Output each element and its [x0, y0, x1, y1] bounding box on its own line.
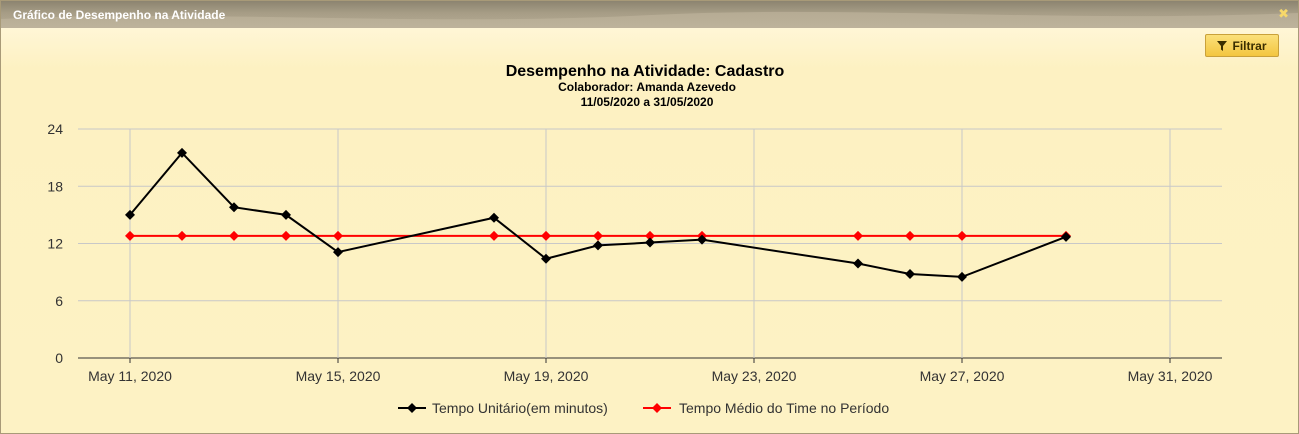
data-point-marker[interactable] — [853, 258, 863, 269]
legend-marker — [407, 403, 417, 413]
window-title: Gráfico de Desempenho na Atividade — [13, 8, 226, 22]
line-chart: 0 6 12 18 24 May 11, 2020 May 15, 2020 May 19, … — [47, 63, 1222, 416]
data-point-marker[interactable] — [125, 209, 135, 220]
chart-title: Desempenho na Atividade: Cadastro — [506, 63, 785, 80]
legend-item-label[interactable]: Tempo Unitário(em minutos) — [432, 400, 608, 416]
data-point-marker[interactable] — [1061, 231, 1071, 242]
funnel-icon — [1217, 40, 1228, 51]
chart-axes: 0 6 12 18 24 May 11, 2020 May 15, 2020 May 19, … — [47, 121, 1212, 384]
filter-button[interactable]: Filtrar — [1205, 34, 1279, 57]
data-point-marker[interactable] — [177, 230, 187, 241]
y-tick-label: 24 — [47, 121, 63, 137]
data-point-marker[interactable] — [229, 230, 239, 241]
x-tick-label: May 31, 2020 — [1128, 368, 1213, 384]
x-tick-label: May 19, 2020 — [504, 368, 589, 384]
data-point-marker[interactable] — [697, 234, 707, 245]
data-point-marker[interactable] — [853, 230, 863, 241]
y-tick-label: 6 — [55, 293, 63, 309]
titlebar-wave-decoration — [1, 11, 1298, 28]
x-tick-label: May 23, 2020 — [712, 368, 797, 384]
data-point-marker[interactable] — [489, 230, 499, 241]
data-point-marker[interactable] — [541, 230, 551, 241]
legend-marker — [652, 403, 662, 413]
chart-subtitle-collaborator: Colaborador: Amanda Azevedo — [558, 80, 736, 94]
x-tick-label: May 15, 2020 — [296, 368, 381, 384]
chart-subtitle-period: 11/05/2020 a 31/05/2020 — [581, 95, 714, 109]
chart-series — [125, 147, 1071, 282]
x-tick-label: May 11, 2020 — [88, 368, 172, 384]
data-point-marker[interactable] — [957, 271, 967, 282]
data-point-marker[interactable] — [593, 240, 603, 251]
data-point-marker[interactable] — [489, 212, 499, 223]
data-point-marker[interactable] — [593, 230, 603, 241]
window-titlebar[interactable]: Gráfico de Desempenho na Atividade ✖ — [1, 1, 1298, 28]
data-point-marker[interactable] — [177, 147, 187, 158]
chart-grid — [78, 128, 1222, 359]
y-tick-label: 0 — [55, 350, 63, 366]
close-icon[interactable]: ✖ — [1278, 6, 1289, 21]
window-content: 0 6 12 18 24 May 11, 2020 May 15, 2020 May 19, … — [1, 28, 1298, 433]
data-point-marker[interactable] — [645, 230, 655, 241]
data-point-marker[interactable] — [333, 247, 343, 258]
data-point-marker[interactable] — [905, 269, 915, 280]
data-point-marker[interactable] — [645, 237, 655, 248]
data-point-marker[interactable] — [229, 202, 239, 213]
data-point-marker[interactable] — [125, 230, 135, 241]
data-point-marker[interactable] — [281, 209, 291, 220]
y-tick-label: 12 — [47, 236, 63, 252]
chart-legend: Tempo Unitário(em minutos) Tempo Médio do… — [398, 400, 889, 416]
x-tick-label: May 27, 2020 — [920, 368, 1005, 384]
y-tick-label: 18 — [47, 178, 63, 194]
legend-item-label[interactable]: Tempo Médio do Time no Período — [679, 400, 889, 416]
data-point-marker[interactable] — [333, 230, 343, 241]
series-line-0 — [129, 151, 1067, 278]
data-point-marker[interactable] — [957, 230, 967, 241]
data-point-marker[interactable] — [541, 253, 551, 264]
data-point-marker[interactable] — [905, 230, 915, 241]
data-point-marker[interactable] — [281, 230, 291, 241]
filter-button-label: Filtrar — [1232, 38, 1267, 53]
